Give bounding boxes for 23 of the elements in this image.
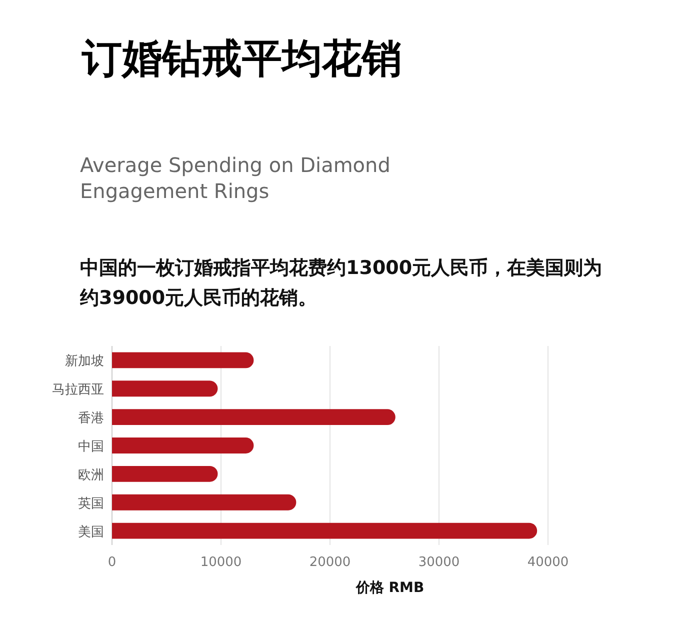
- text: 中国的一枚订婚戒指平均花费约13000元人民币，在美国则为约39000元人民币的花销。: [80, 256, 604, 311]
- x-tick-label: 10000: [200, 555, 242, 570]
- x-axis-title: 价格 RMB: [354, 580, 424, 596]
- y-tick-label: 中国: [78, 440, 104, 454]
- bar: [112, 380, 218, 397]
- bar: [112, 494, 296, 510]
- bar: [112, 522, 538, 539]
- y-tick-label: 欧洲: [78, 468, 104, 483]
- bar: [112, 438, 254, 454]
- x-tick-label: 20000: [309, 555, 351, 570]
- y-tick-label: 新加坡: [65, 354, 104, 370]
- bar: [112, 409, 396, 426]
- y-tick-label: 美国: [78, 524, 104, 540]
- y-tick-label: 香港: [78, 411, 104, 426]
- bar: [112, 352, 254, 368]
- chart-subtitle: Average Spending on Diamond Engagement Rings: [80, 152, 392, 204]
- chart-title: 订婚钻戒平均花销: [81, 35, 402, 82]
- x-tick-label: 40000: [527, 555, 569, 570]
- y-tick-label: 马拉西亚: [52, 382, 104, 398]
- x-tick-label: 0: [108, 555, 116, 570]
- bar: [112, 466, 218, 482]
- x-tick-label: 30000: [418, 555, 460, 570]
- y-tick-label: 英国: [78, 496, 104, 512]
